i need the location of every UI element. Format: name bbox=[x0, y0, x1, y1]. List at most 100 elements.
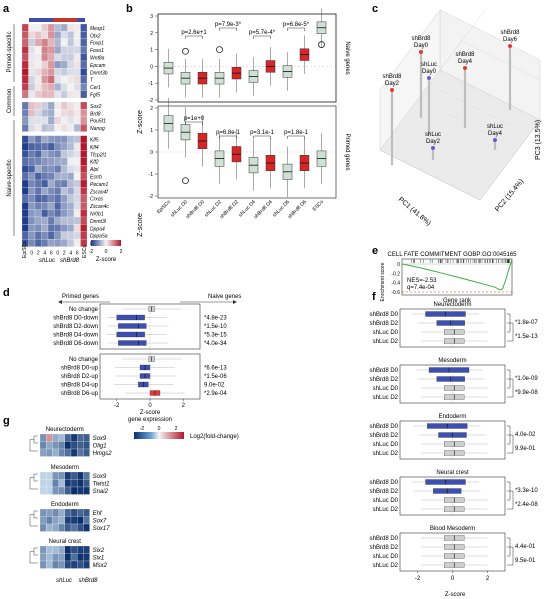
heatmap-a-cell bbox=[67, 209, 75, 218]
f-pval: 4.0e-02 bbox=[515, 432, 536, 438]
gene-label: Klf4 bbox=[90, 145, 99, 151]
heatmap-a-cell bbox=[67, 75, 75, 84]
heatmap-a-cell bbox=[80, 216, 88, 225]
g-heatmap-cell bbox=[83, 560, 90, 569]
pca-point-label: shBrd8 bbox=[382, 74, 402, 80]
b-top-pval-bracket bbox=[253, 35, 271, 39]
heatmap-a-cell bbox=[80, 224, 88, 232]
g-heatmap-cell bbox=[39, 486, 47, 495]
g-heatmap-cell bbox=[58, 433, 65, 442]
d-box bbox=[116, 331, 145, 338]
pca-axis-pc3: PC3 (13.5%) bbox=[535, 120, 542, 160]
heatmap-a-cell bbox=[21, 83, 29, 91]
g-heatmap-cell bbox=[58, 441, 65, 450]
heatmap-a-cell bbox=[34, 124, 42, 132]
g-heatmap-cell bbox=[70, 553, 78, 562]
g-group-title: Endoderm bbox=[51, 502, 79, 508]
gsea-es-curve bbox=[401, 259, 513, 291]
heatmap-a-cell bbox=[80, 157, 88, 166]
pca-point-label: Day6 bbox=[503, 37, 518, 43]
heatmap-a-cell bbox=[28, 53, 36, 62]
heatmap-a-cell bbox=[54, 179, 62, 188]
heatmap-a-cell bbox=[34, 135, 42, 144]
heatmap-a-cell bbox=[34, 142, 42, 151]
g-group-title: Neurectoderm bbox=[46, 427, 84, 433]
heatmap-a-cell bbox=[41, 46, 49, 54]
b-bottom-ytick-label: 2 bbox=[150, 106, 153, 112]
g-heatmap-cell bbox=[64, 433, 72, 442]
b-bottom-pval-bracket bbox=[287, 135, 305, 139]
b-top-ytick-label: -2 bbox=[149, 98, 154, 104]
gene-label: Otx2 bbox=[90, 33, 101, 39]
gene-label: Tfcp2l1 bbox=[90, 152, 107, 158]
g-heatmap-cell bbox=[64, 441, 72, 450]
heatmap-a-cell bbox=[80, 202, 88, 210]
b-top-outlier bbox=[318, 41, 325, 48]
heatmap-a-cell bbox=[54, 116, 62, 125]
heatmap-a-cell bbox=[34, 209, 42, 218]
g-heatmap-cell bbox=[64, 508, 72, 517]
g-heatmap-cell bbox=[52, 433, 59, 442]
d-row-label: shBrd8 D2-up bbox=[61, 374, 99, 380]
heatmap-a-cell bbox=[67, 194, 75, 203]
gsea-ylabel: Enrichment score bbox=[380, 262, 386, 301]
heatmap-a-cell bbox=[60, 231, 68, 240]
b-top-outlier bbox=[182, 47, 189, 55]
heatmap-a-cell bbox=[21, 109, 29, 117]
heatmap-a-cell bbox=[47, 38, 55, 47]
g-heatmap-cell bbox=[77, 471, 84, 480]
g-heatmap-cell bbox=[46, 545, 53, 554]
gene-label: Foxo1 bbox=[90, 48, 104, 54]
group-label-naive: Naive-specific bbox=[7, 159, 13, 196]
gene-label: Zscan4c bbox=[89, 204, 109, 210]
heatmap-a-cell bbox=[80, 231, 88, 240]
heatmap-a-cell bbox=[47, 46, 55, 54]
f-row-label: shBrd8 D2 bbox=[370, 433, 399, 439]
heatmap-a-cell bbox=[54, 150, 62, 158]
heatmap-a-cell bbox=[80, 165, 88, 173]
heatmap-a-cell bbox=[34, 231, 42, 240]
heatmap-a-cell bbox=[60, 194, 68, 203]
heatmap-a-cell bbox=[47, 157, 55, 166]
g-heatmap-cell bbox=[58, 508, 65, 517]
heatmap-a-cell bbox=[54, 109, 62, 117]
colorscale-g-label: Log2(fold-change) bbox=[190, 434, 239, 440]
f-row-label: shLuc D0 bbox=[373, 442, 399, 448]
heatmap-a-cell bbox=[67, 68, 75, 76]
heatmap-a-cell bbox=[28, 90, 36, 99]
g-heatmap-cell bbox=[52, 545, 59, 554]
g-heatmap-cell bbox=[46, 448, 53, 457]
b-top-pval-bracket bbox=[287, 27, 305, 31]
heatmap-a-cell bbox=[60, 124, 68, 132]
pca-point-label: shBrd8 bbox=[500, 30, 520, 36]
heatmap-a-cell bbox=[21, 46, 29, 54]
heatmap-a-cell bbox=[60, 165, 68, 173]
d-pval: *1.5e-06 bbox=[204, 374, 227, 380]
heatmap-a-cell bbox=[41, 83, 49, 91]
col-tick: 4 bbox=[43, 251, 46, 257]
heatmap-a-cell bbox=[34, 239, 42, 247]
heatmap-a-cell bbox=[28, 216, 36, 225]
heatmap-a-cell bbox=[80, 75, 88, 84]
d-pval: *4.0e-34 bbox=[204, 341, 227, 347]
heatmap-a-cell bbox=[73, 179, 81, 188]
heatmap-a-cell bbox=[28, 31, 36, 39]
b-bottom-pval: p=6.8e-1 bbox=[216, 130, 241, 136]
gsea-ytick: 0 bbox=[397, 262, 400, 268]
b-top-pval: p=5.7e-4* bbox=[249, 30, 276, 36]
heatmap-a-cell bbox=[47, 109, 55, 117]
d-pval: 9.0e-02 bbox=[204, 383, 225, 389]
g-heatmap-cell bbox=[83, 545, 90, 554]
heatmap-a-cell bbox=[73, 46, 81, 54]
d-left-title: Primed genes bbox=[62, 294, 99, 300]
g-heatmap-cell bbox=[70, 486, 78, 495]
g-heatmap-cell bbox=[64, 523, 72, 532]
heatmap-a-cell bbox=[21, 142, 29, 151]
xlabel-shluc: shLuc bbox=[39, 258, 55, 264]
b-top-frame-outline bbox=[157, 13, 337, 103]
heatmap-a-cell bbox=[80, 187, 88, 195]
heatmap-a-cell bbox=[73, 187, 81, 195]
f-bracket bbox=[507, 490, 514, 510]
heatmap-a-cell bbox=[34, 53, 42, 62]
